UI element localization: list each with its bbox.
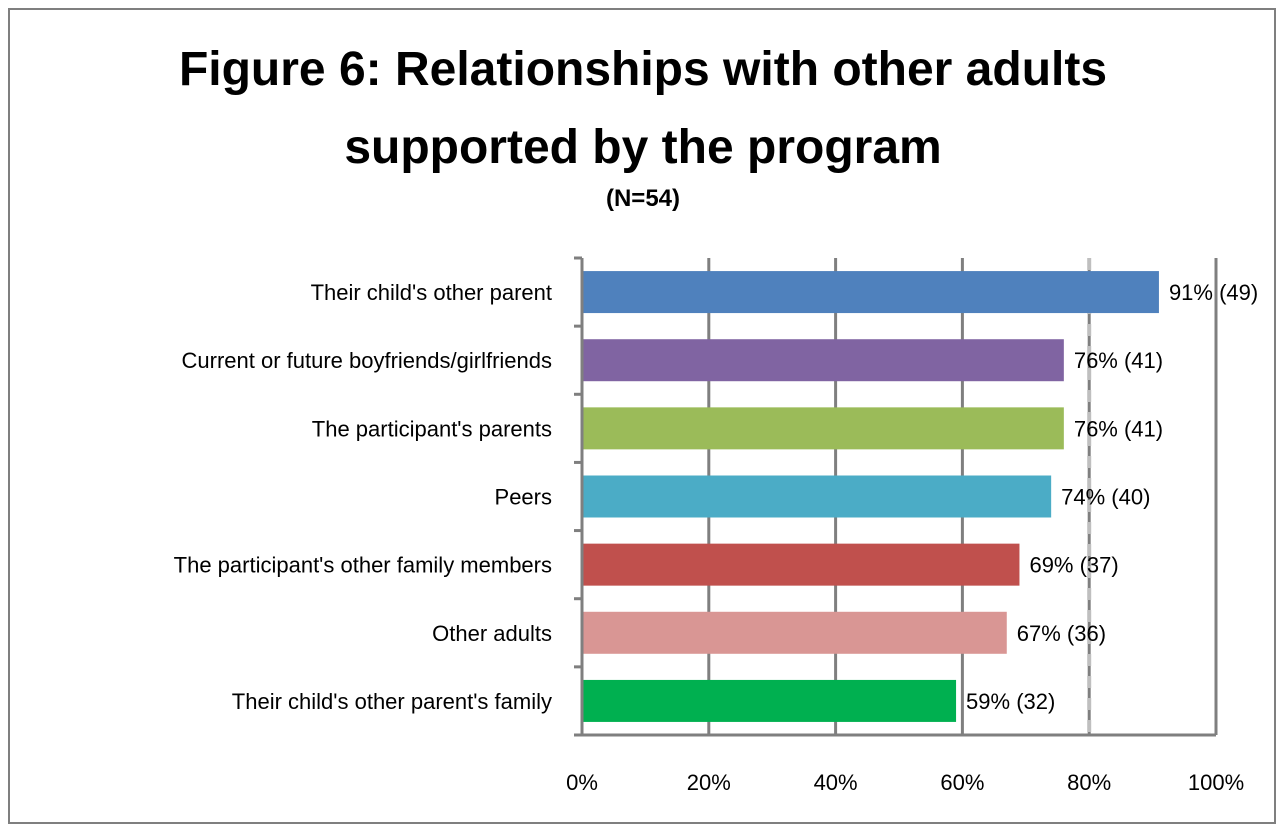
- category-label-4: The participant's other family members: [174, 553, 552, 578]
- bar-1: [582, 339, 1064, 381]
- x-tick-label-1: 20%: [687, 770, 731, 795]
- bar-4: [582, 544, 1019, 586]
- bar-2: [582, 407, 1064, 449]
- data-label-0: 91% (49): [1169, 280, 1258, 305]
- x-tick-label-0: 0%: [566, 770, 598, 795]
- data-label-1: 76% (41): [1074, 348, 1163, 373]
- x-tick-label-3: 60%: [940, 770, 984, 795]
- bar-0: [582, 271, 1159, 313]
- x-tick-label-5: 100%: [1188, 770, 1244, 795]
- category-label-5: Other adults: [432, 621, 552, 646]
- bar-3: [582, 476, 1051, 518]
- x-tick-label-4: 80%: [1067, 770, 1111, 795]
- bar-5: [582, 612, 1007, 654]
- data-label-4: 69% (37): [1029, 553, 1118, 578]
- bar-6: [582, 680, 956, 722]
- data-label-2: 76% (41): [1074, 416, 1163, 441]
- category-label-3: Peers: [495, 485, 552, 510]
- category-label-2: The participant's parents: [312, 416, 552, 441]
- category-label-1: Current or future boyfriends/girlfriends: [182, 348, 553, 373]
- category-label-0: Their child's other parent: [311, 280, 552, 305]
- data-label-3: 74% (40): [1061, 485, 1150, 510]
- data-label-5: 67% (36): [1017, 621, 1106, 646]
- x-tick-label-2: 40%: [814, 770, 858, 795]
- data-label-6: 59% (32): [966, 689, 1055, 714]
- category-label-6: Their child's other parent's family: [232, 689, 552, 714]
